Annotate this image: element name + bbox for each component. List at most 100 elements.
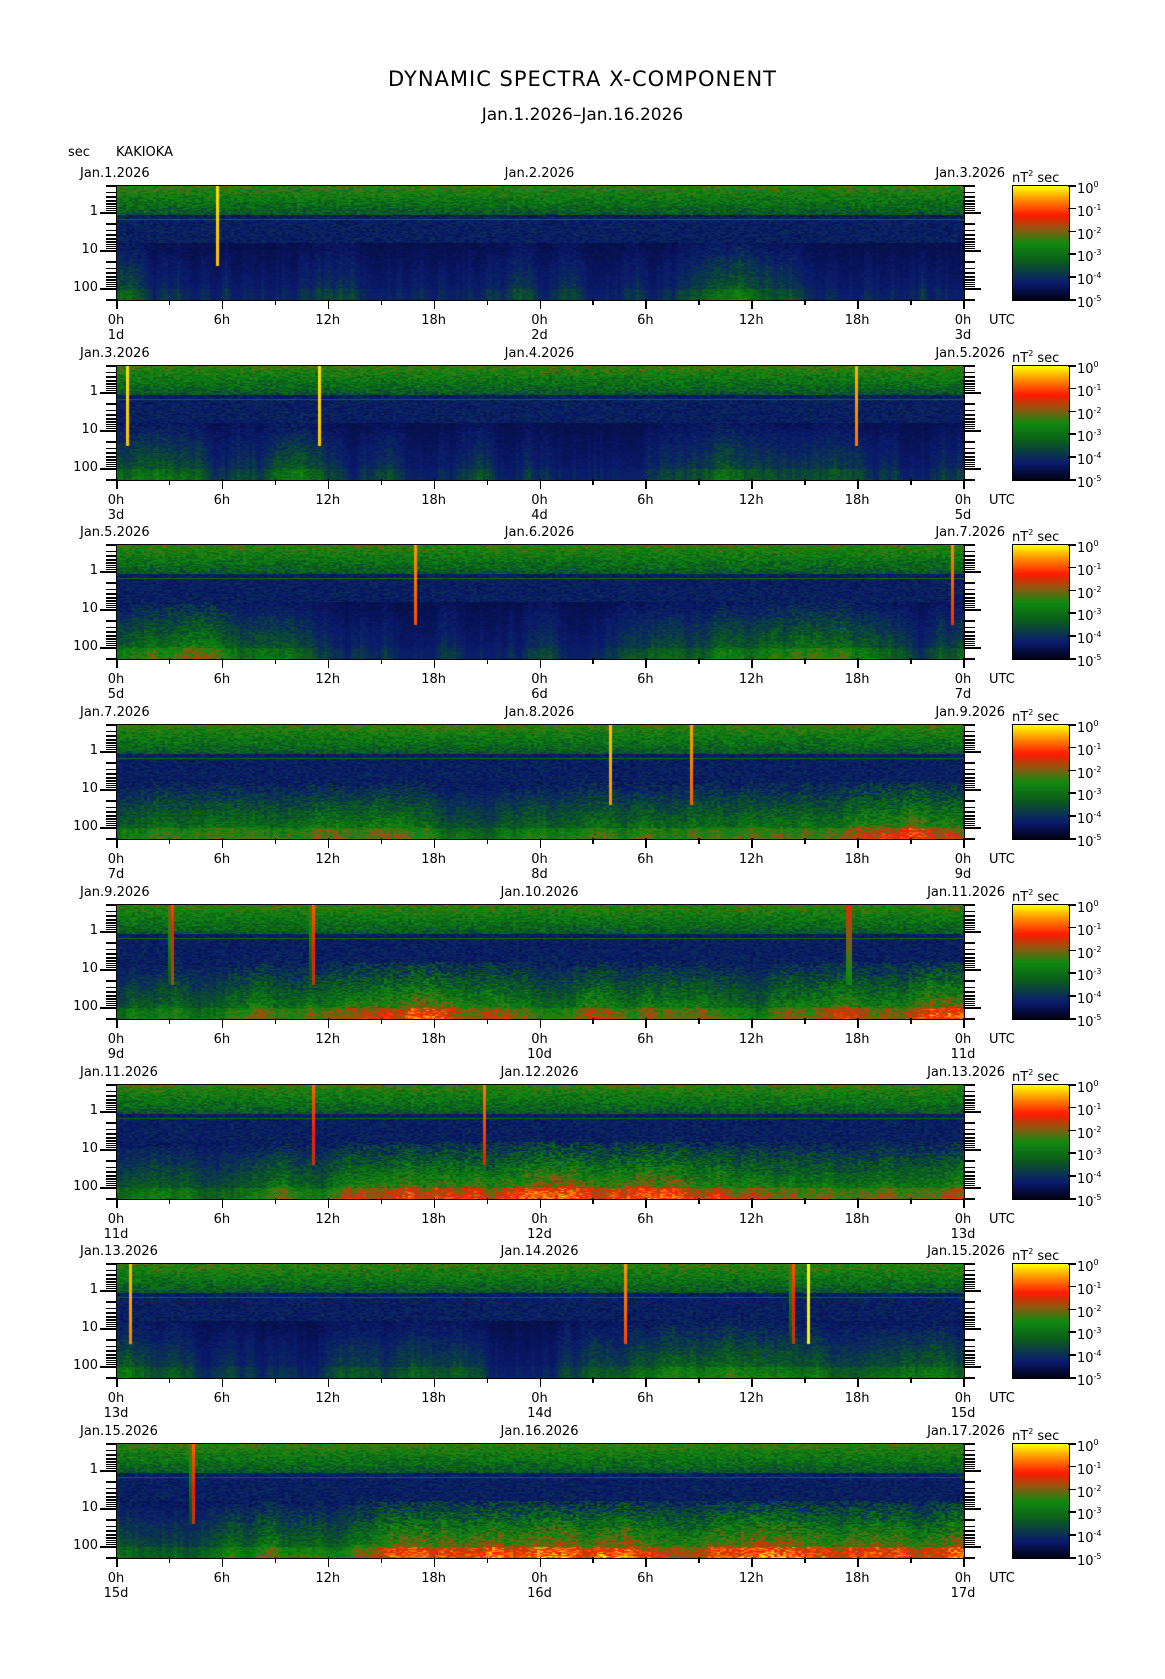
colorbar-tick [1068,207,1076,210]
x-tick [592,838,594,844]
y-tick [106,1319,116,1321]
y-tick-right [963,245,975,248]
colorbar-tick-base: 10 [1077,430,1094,446]
y-tick-right [963,191,975,194]
x-tick [963,1377,965,1387]
colorbar-unit-sec: sec [1033,1429,1060,1444]
x-tick [592,479,594,485]
colorbar-unit: nT [1012,171,1029,186]
y-tick-right [963,822,975,825]
x-tick [698,1377,700,1383]
y-tick-right [963,1321,975,1324]
y-tick-right [963,910,975,913]
y-tick [106,780,116,782]
y-tick-right [963,1357,975,1359]
colorbar-tick-exponent: -5 [1093,294,1102,303]
y-tick-right [963,1469,981,1472]
y-tick-right [963,1128,975,1131]
y-tick-right [963,826,981,829]
colorbar-tick-label: 10-2 [1077,1123,1102,1142]
colorbar-tick-base: 10 [1077,250,1094,266]
y-tick-right [963,544,975,546]
colorbar-tick-base: 10 [1077,1081,1094,1096]
y-tick-right [963,1545,981,1548]
y-tick [106,600,116,602]
y-tick [106,1449,116,1452]
y-tick [106,746,116,749]
y-tick [106,1503,116,1506]
y-tick-right [963,784,975,787]
colorbar-tick-base: 10 [1077,743,1094,759]
x-tick [963,1557,965,1567]
colorbar-tick-exponent: -4 [1093,451,1102,461]
colorbar-unit-label: nT2 sec [1012,706,1059,725]
y-tick [106,815,116,817]
colorbar-tick-label: 10-2 [1077,1482,1102,1501]
colorbar-tick-label: 10-4 [1077,628,1102,647]
y-tick-right [963,1148,981,1151]
y-tick-right [963,414,975,416]
colorbar-tick-base: 10 [1077,362,1094,377]
y-tick [106,748,116,751]
y-tick [106,568,116,571]
y-tick-right [963,1301,975,1303]
colorbar-unit-label: nT2 sec [1012,1066,1059,1085]
x-tick [539,838,541,848]
y-tick [100,788,116,791]
x-tick [539,1018,541,1028]
y-tick-right [963,1281,975,1283]
y-tick-right [963,1458,975,1460]
x-tick [433,1377,436,1387]
x-tick [274,479,277,485]
y-tick-right [963,1137,975,1139]
y-tick [100,570,116,573]
x-tick [698,1557,700,1563]
y-tick-right [963,638,975,640]
y-tick-right [963,459,975,461]
x-tick [168,838,171,844]
y-tick-right [963,447,975,450]
y-tick-right [963,1084,975,1086]
x-tick [221,1198,224,1208]
y-tick-right [963,1539,975,1542]
colorbar-unit-exponent: 2 [1028,169,1034,178]
y-tick-right [963,267,975,270]
x-tick [645,1198,647,1208]
panel-end-date: Jan.11.2026 [927,885,1005,900]
x-tick [221,1377,224,1387]
colorbar-tick-exponent: -1 [1093,382,1102,392]
day-label: 14d [527,1406,552,1421]
y-tick-right [963,824,975,827]
y-tick-right [963,1350,975,1352]
x-tick [645,1018,647,1028]
x-tick-label: 0h [107,313,125,328]
y-tick [106,1323,116,1326]
y-tick-right [963,1316,975,1318]
y-tick-right [963,730,975,733]
x-tick-label: 0h [531,852,548,867]
x-tick [539,658,541,668]
y-tick [106,1144,116,1147]
y-tick-label: 100 [73,638,98,654]
y-tick [100,1110,116,1113]
y-tick-right [963,646,981,649]
y-tick-right [963,452,975,454]
colorbar-tick-base: 10 [1077,923,1094,939]
y-tick [106,806,116,809]
x-tick [380,1377,383,1383]
utc-label: UTC [989,1391,1015,1406]
x-tick-label: 18h [844,1571,870,1586]
x-tick [910,1198,912,1204]
colorbar-tick-exponent: 0 [1093,1079,1099,1088]
x-tick-label: 12h [738,493,764,508]
y-tick [100,1186,116,1189]
y-tick [106,423,116,426]
x-tick-label: 18h [844,313,870,328]
y-tick-right [963,234,975,236]
x-tick [168,299,171,305]
x-tick [274,838,277,844]
x-tick [963,1198,965,1208]
x-tick-label: 0h [107,493,125,508]
panel-mid-date: Jan.4.2026 [504,346,575,361]
colorbar-tick-label: 10-1 [1077,1100,1102,1119]
